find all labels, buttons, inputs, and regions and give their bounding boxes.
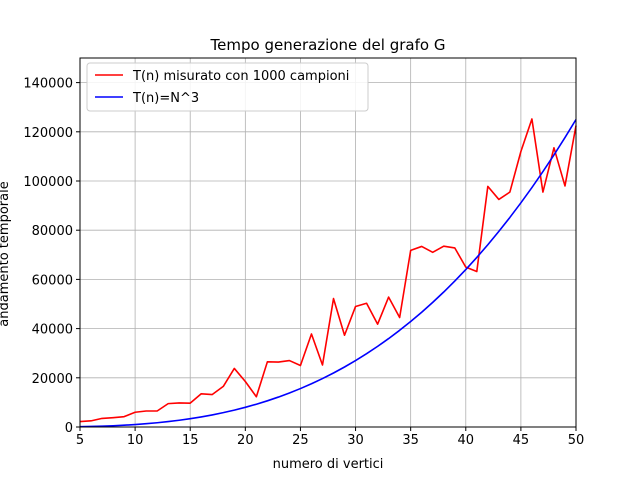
x-tick-label: 20: [237, 433, 254, 448]
y-tick-label: 100000: [23, 175, 73, 190]
legend: T(n) misurato con 1000 campioni T(n)=N^3: [86, 62, 369, 112]
x-tick-label: 30: [347, 433, 364, 448]
y-tick-label: 0: [65, 421, 73, 436]
series-line-cubic: [79, 119, 577, 428]
y-tick-label: 140000: [23, 77, 73, 92]
series-line-measured: [79, 118, 577, 423]
y-tick-label: 40000: [32, 323, 73, 338]
series-layer: [79, 118, 577, 428]
chart-title: Tempo generazione del grafo G: [210, 36, 446, 54]
plot-frame: [79, 57, 577, 428]
x-tick-label: 10: [127, 433, 144, 448]
x-tick-label: 50: [568, 433, 585, 448]
y-tick-label: 20000: [32, 372, 73, 387]
x-tick-label: 45: [513, 433, 530, 448]
ticks: 5 10 15 20 25 30 35 40 45 50 0 20000 40000 60000 80000…: [23, 77, 584, 448]
legend-box: [86, 62, 369, 112]
x-tick-label: 40: [458, 433, 475, 448]
y-tick-label: 80000: [32, 224, 73, 239]
legend-label-cubic: T(n)=N^3: [132, 91, 199, 106]
x-tick-label: 15: [182, 433, 199, 448]
x-tick-label: 25: [292, 433, 309, 448]
x-tick-label: 35: [402, 433, 419, 448]
x-tick-label: 5: [76, 433, 84, 448]
x-axis-label: numero di vertici: [273, 457, 384, 472]
grid: [79, 58, 577, 428]
y-tick-label: 120000: [23, 126, 73, 141]
y-tick-label: 60000: [32, 273, 73, 288]
legend-label-measured: T(n) misurato con 1000 campioni: [132, 69, 349, 84]
y-axis-label: andamento temporale: [0, 181, 12, 326]
